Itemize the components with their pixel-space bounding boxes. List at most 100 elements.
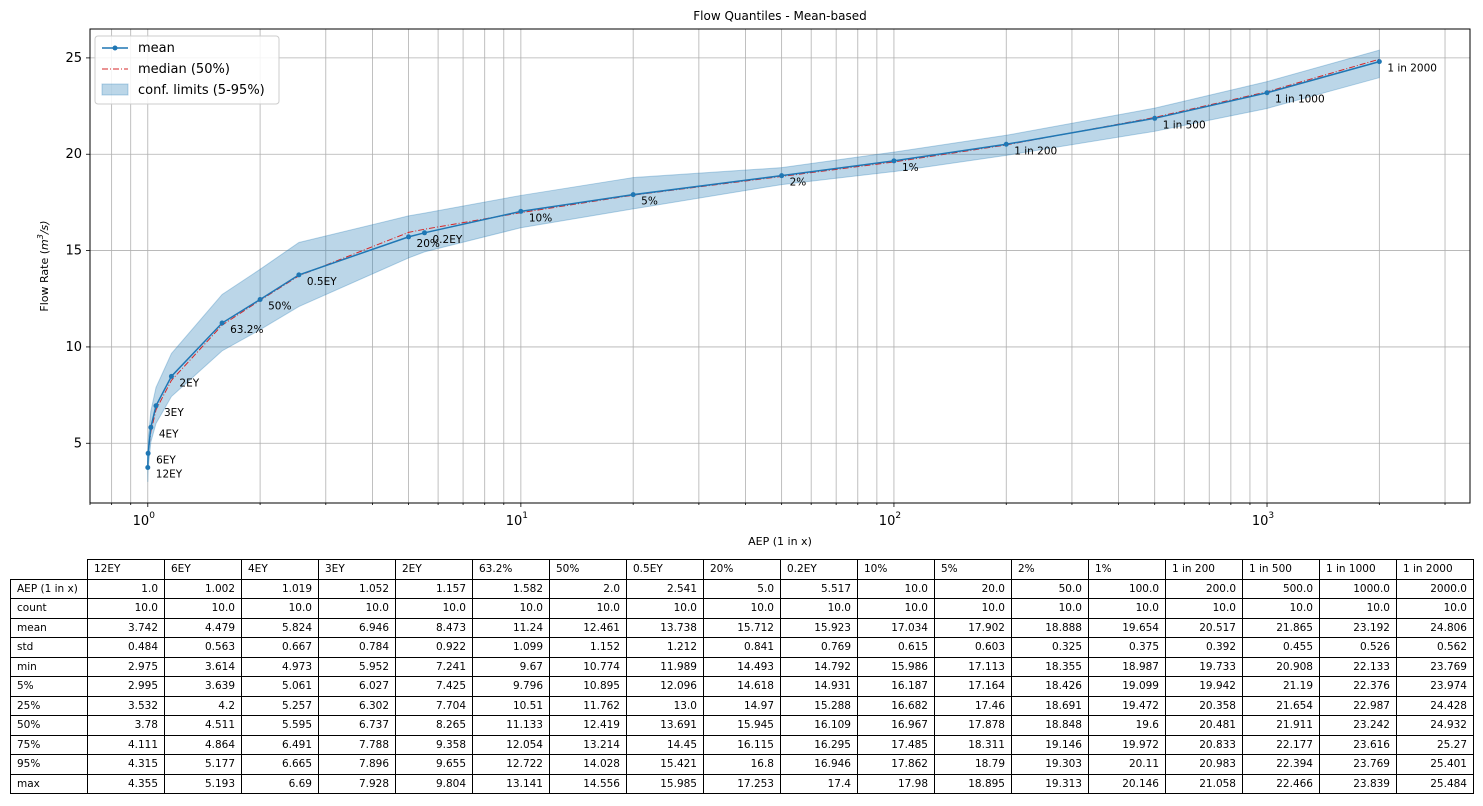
table-cell: 9.358 [395, 734, 473, 755]
table-cell: 19.313 [1011, 773, 1089, 794]
table-corner [11, 560, 88, 580]
row-label: 25% [10, 695, 88, 716]
table-cell: 17.485 [857, 734, 935, 755]
table-cell: 21.865 [1242, 617, 1320, 638]
table-cell: 23.192 [1319, 617, 1397, 638]
mean-point [422, 230, 428, 236]
table-cell: 6.69 [241, 773, 319, 794]
table-cell: 4.479 [164, 617, 242, 638]
column-header: 1 in 1000 [1319, 559, 1397, 580]
table-cell: 2.975 [87, 656, 165, 677]
column-header: 6EY [164, 559, 242, 580]
table-cell: 23.769 [1396, 656, 1474, 677]
table-cell: 16.115 [703, 734, 781, 755]
x-tick-label-base: 10 [133, 514, 150, 529]
mean-point [518, 208, 524, 214]
table-cell: 1.582 [472, 578, 550, 599]
table-cell: 7.241 [395, 656, 473, 677]
column-header: 4EY [241, 559, 319, 580]
table-cell: 15.421 [626, 754, 704, 775]
table-cell: 2.995 [87, 676, 165, 697]
table-cell: 21.19 [1242, 676, 1320, 697]
table-cell: 50.0 [1011, 578, 1089, 599]
table-row: AEP (1 in x) 1.0 1.002 1.019 1.052 1.157 1.582… [10, 578, 1474, 599]
table-row: count 10.0 10.0 10.0 10.0 10.0 10.0 10.0 10.0 10.… [10, 598, 1474, 619]
mean-point [1264, 90, 1270, 96]
table-cell: 1.0 [87, 578, 165, 599]
table-cell: 4.315 [87, 754, 165, 775]
table-cell: 4.355 [87, 773, 165, 794]
table-cell: 10.0 [318, 598, 396, 619]
table-cell: 2000.0 [1396, 578, 1474, 599]
table-cell: 19.099 [1088, 676, 1166, 697]
table-cell: 22.394 [1242, 754, 1320, 775]
table-cell: 16.967 [857, 715, 935, 736]
table-cell: 18.355 [1011, 656, 1089, 677]
table-cell: 19.972 [1088, 734, 1166, 755]
table-cell: 5.193 [164, 773, 242, 794]
table-cell: 4.864 [164, 734, 242, 755]
column-header: 63.2% [472, 559, 550, 580]
point-label: 0.5EY [307, 276, 337, 288]
table-cell: 10.0 [703, 598, 781, 619]
chart-title: Flow Quantiles - Mean-based [693, 9, 866, 23]
table-cell: 5.952 [318, 656, 396, 677]
table-cell: 19.654 [1088, 617, 1166, 638]
table-cell: 10.0 [934, 598, 1012, 619]
table-cell: 15.986 [857, 656, 935, 677]
point-label: 1% [902, 162, 919, 174]
y-axis-label-superscript: 3 [36, 234, 45, 239]
row-label: count [10, 598, 88, 619]
table-cell: 7.788 [318, 734, 396, 755]
y-axis-label-unit: m [38, 239, 51, 250]
table-cell: 10.0 [549, 598, 627, 619]
table-row: 95% 4.315 5.177 6.665 7.896 9.655 12.722 14.028… [10, 754, 1474, 775]
point-label: 12EY [156, 469, 183, 481]
table-cell: 1.052 [318, 578, 396, 599]
mean-point [257, 297, 263, 303]
table-cell: 0.526 [1319, 637, 1397, 658]
table-cell: 10.0 [472, 598, 550, 619]
table-cell: 21.911 [1242, 715, 1320, 736]
column-header: 1 in 200 [1165, 559, 1243, 580]
table-cell: 10.0 [1165, 598, 1243, 619]
y-tick-label: 15 [65, 244, 82, 259]
column-header: 1 in 500 [1242, 559, 1320, 580]
table-cell: 12.461 [549, 617, 627, 638]
table-cell: 15.985 [626, 773, 704, 794]
table-cell: 17.253 [703, 773, 781, 794]
legend-frame [94, 35, 280, 105]
legend-mean-label: mean [138, 41, 175, 56]
table-cell: 0.667 [241, 637, 319, 658]
table-cell: 15.712 [703, 617, 781, 638]
table-cell: 17.98 [857, 773, 935, 794]
point-label: 3EY [164, 407, 184, 419]
table-cell: 5.177 [164, 754, 242, 775]
table-cell: 1.019 [241, 578, 319, 599]
grid-lines [89, 29, 1470, 503]
series-line-layer [145, 58, 1382, 471]
table-cell: 7.704 [395, 695, 473, 716]
table-cell: 22.987 [1319, 695, 1397, 716]
mean-point [148, 424, 154, 430]
table-cell: 10.0 [395, 598, 473, 619]
point-label: 1 in 2000 [1387, 63, 1437, 75]
x-tick-label: 100 [133, 511, 156, 529]
table-cell: 3.78 [87, 715, 165, 736]
table-cell: 0.325 [1011, 637, 1089, 658]
point-label: 1 in 1000 [1275, 94, 1325, 106]
table-row: 50% 3.78 4.511 5.595 6.737 8.265 11.133 12.419 1… [10, 715, 1474, 736]
table-cell: 17.034 [857, 617, 935, 638]
table-cell: 21.058 [1165, 773, 1243, 794]
table-cell: 3.639 [164, 676, 242, 697]
table-cell: 23.616 [1319, 734, 1397, 755]
table-cell: 14.556 [549, 773, 627, 794]
mean-point [891, 158, 897, 164]
table-cell: 14.931 [780, 676, 858, 697]
table-cell: 20.358 [1165, 695, 1243, 716]
table-cell: 1.212 [626, 637, 704, 658]
row-label: mean [10, 617, 88, 638]
table-cell: 23.839 [1319, 773, 1397, 794]
plot-frame [89, 28, 1471, 504]
